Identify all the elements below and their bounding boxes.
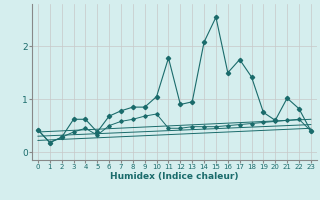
X-axis label: Humidex (Indice chaleur): Humidex (Indice chaleur) [110,172,239,181]
